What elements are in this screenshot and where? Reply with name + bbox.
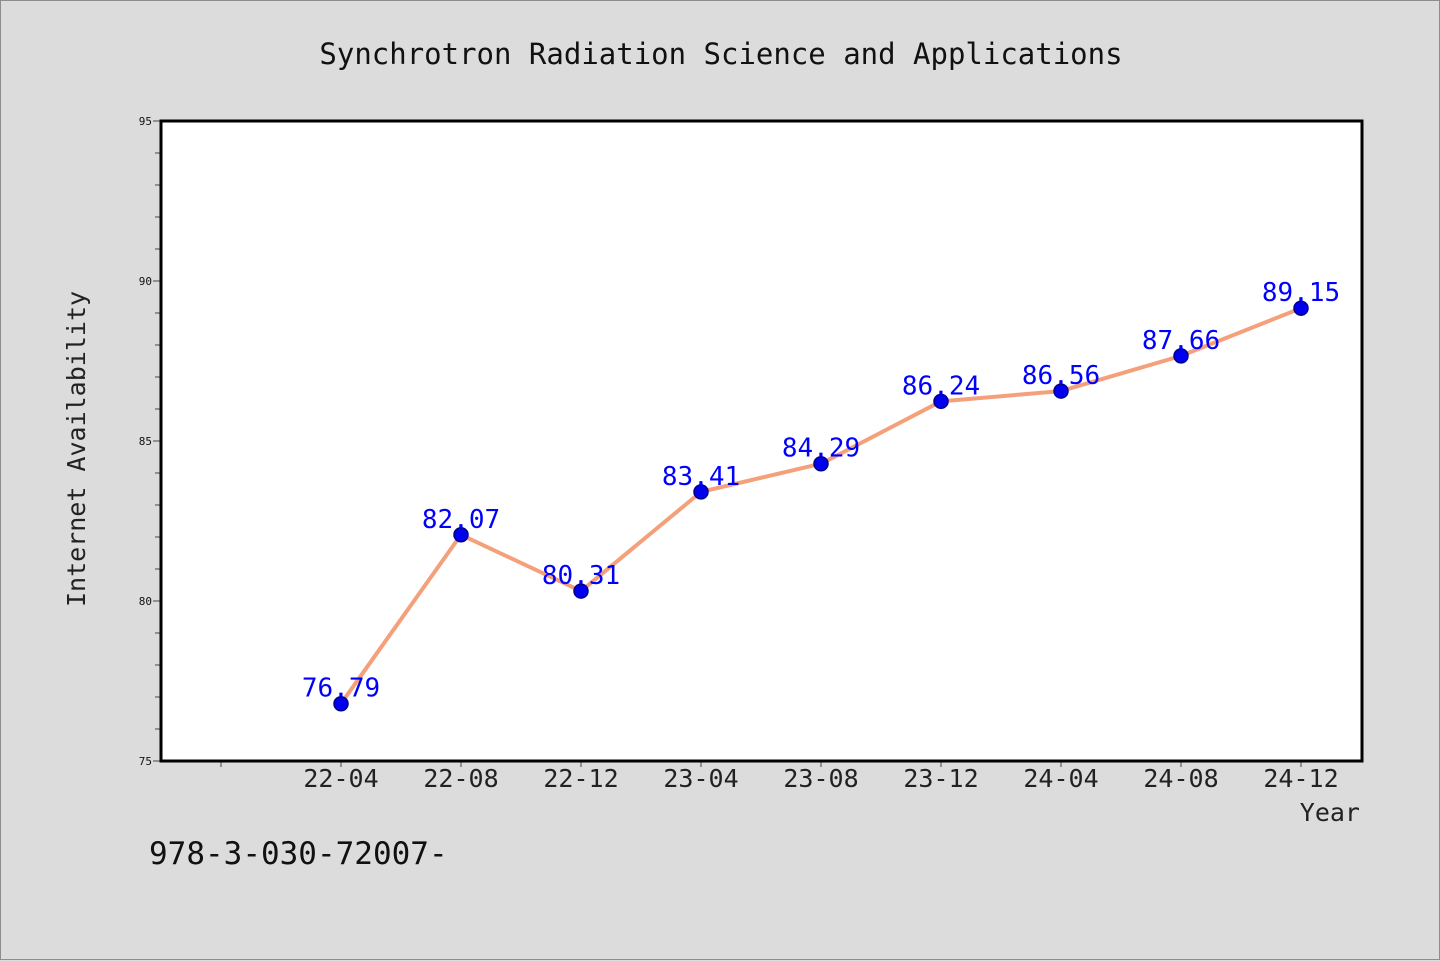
x-tick-label: 22-04 <box>303 764 378 793</box>
data-label: 82.07 <box>422 505 500 535</box>
data-point <box>693 484 709 500</box>
data-point <box>573 583 589 599</box>
x-tick-label: 22-08 <box>423 764 498 793</box>
data-point <box>813 455 829 472</box>
y-tick-label: 85 <box>139 435 152 448</box>
y-tick-label: 95 <box>139 115 152 128</box>
chart-title: Synchrotron Radiation Science and Applic… <box>319 37 1122 71</box>
x-tick-label: 23-12 <box>903 764 978 793</box>
series-layer: 76.79 82.07 80.31 83.41 84.29 86.24 86.56 87.66… <box>302 278 1340 712</box>
data-label: 83.41 <box>662 462 740 492</box>
y-axis-title: Internet Availability <box>62 291 91 607</box>
data-label: 84.29 <box>782 434 860 464</box>
y-tick-label: 80 <box>139 595 152 608</box>
x-tick-label: 24-12 <box>1263 764 1338 793</box>
x-tick-label: 23-08 <box>783 764 858 793</box>
plot-border <box>159 119 1364 763</box>
data-label: 80.31 <box>542 561 620 591</box>
data-label: 89.15 <box>1262 278 1340 308</box>
x-axis: 22-04 22-08 22-12 23-04 23-08 23-12 24-04 24-08… <box>220 761 1339 793</box>
data-point <box>333 695 349 712</box>
footer-isbn-text: 978-3-030-72007- <box>149 836 448 872</box>
data-point <box>1173 348 1189 364</box>
x-tick-label: 24-04 <box>1023 764 1098 793</box>
data-label: 87.66 <box>1142 326 1220 356</box>
data-point <box>453 527 469 543</box>
y-tick-label: 75 <box>139 755 152 768</box>
plot-area <box>161 121 1362 761</box>
x-tick-label: 22-12 <box>543 764 618 793</box>
data-point <box>933 393 949 410</box>
data-label: 86.24 <box>902 371 980 401</box>
y-axis: 75 80 85 90 95 <box>139 115 161 768</box>
data-point <box>1053 383 1069 399</box>
y-tick-label: 90 <box>139 275 152 288</box>
data-point <box>1293 300 1309 316</box>
x-tick-label: 24-08 <box>1143 764 1218 793</box>
data-label: 76.79 <box>302 674 380 704</box>
data-label: 86.56 <box>1022 361 1100 391</box>
x-axis-title: Year <box>1300 798 1360 827</box>
x-tick-label: 23-04 <box>663 764 738 793</box>
